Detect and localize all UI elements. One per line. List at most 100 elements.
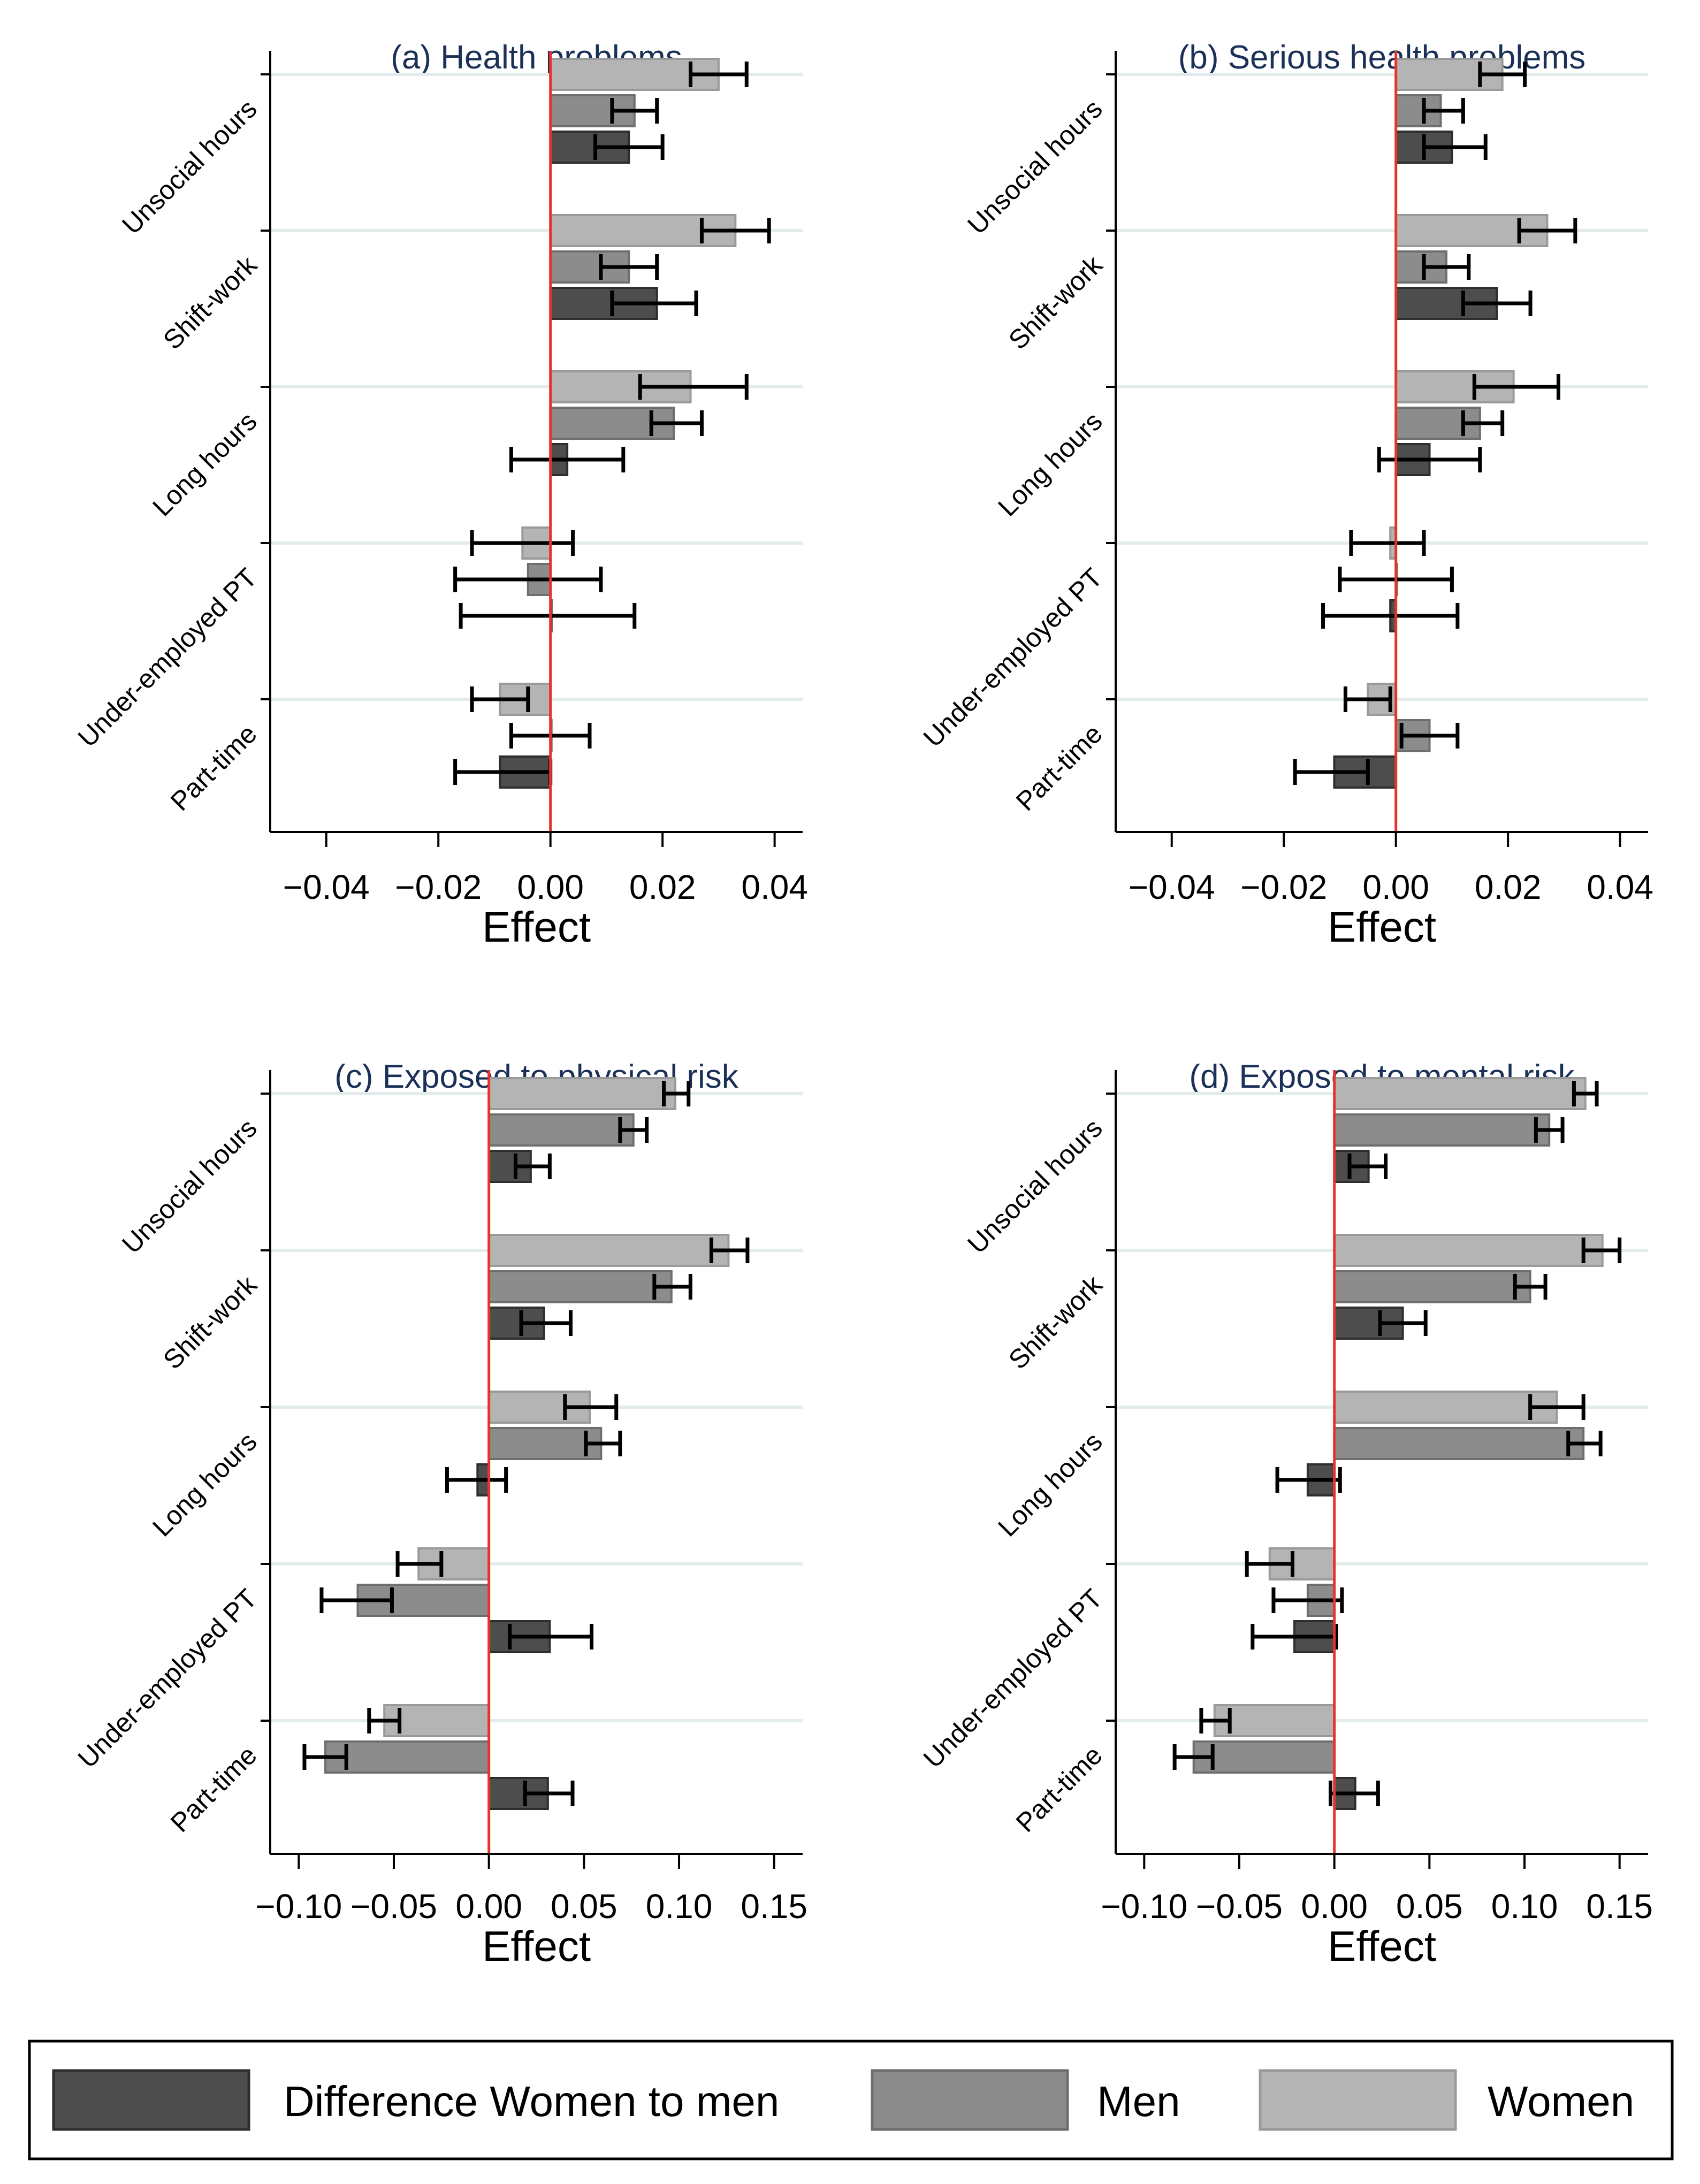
x-tick-label: 0.15 [741, 1887, 807, 1926]
error-bar-difference-women-to-men-part-time [1293, 759, 1370, 785]
x-tick-label: 0.00 [517, 868, 584, 906]
x-tick-label: −0.05 [350, 1887, 437, 1926]
category-label: Shift-work [157, 1269, 263, 1374]
legend-item-women: Women [1259, 2069, 1634, 2131]
error-bar-difference-women-to-men-unsocial-hours [1422, 134, 1488, 160]
category-label: Part-time [1010, 1740, 1108, 1838]
bar-men-part-time [324, 1740, 490, 1774]
category-label: Unsocial hours [962, 1113, 1108, 1259]
error-bar-women-long-hours [1528, 1394, 1585, 1420]
x-tick-label: −0.05 [1196, 1887, 1283, 1926]
error-bar-difference-women-to-men-under-employed-pt [1251, 1624, 1338, 1650]
bar-women-unsocial-hours [487, 1077, 676, 1110]
bar-women-part-time [1213, 1704, 1336, 1737]
error-bar-difference-women-to-men-shift-work [519, 1310, 573, 1336]
error-bar-women-shift-work [709, 1238, 750, 1263]
category-label: Shift-work [157, 249, 263, 355]
category-label: Long hours [992, 1426, 1108, 1542]
error-bar-difference-women-to-men-unsocial-hours [593, 134, 665, 160]
category-label: Part-time [165, 719, 263, 816]
error-bar-women-shift-work [1517, 218, 1577, 243]
error-bar-men-unsocial-hours [618, 1117, 649, 1143]
category-label: Long hours [147, 1426, 263, 1542]
x-tick-label: 0.04 [1587, 868, 1653, 906]
error-bar-women-unsocial-hours [1572, 1081, 1599, 1106]
error-bar-men-part-time [1172, 1744, 1215, 1770]
error-bar-men-part-time [302, 1744, 348, 1770]
legend-item-men: Men [871, 2069, 1180, 2131]
error-bar-men-part-time [1399, 723, 1460, 749]
category-label: Shift-work [1003, 249, 1108, 355]
category-label: Unsocial hours [116, 94, 262, 240]
bar-women-long-hours [1333, 1391, 1558, 1424]
x-tick-label: −0.02 [395, 868, 482, 906]
error-bar-difference-women-to-men-under-employed-pt [508, 1624, 594, 1650]
legend-label: Difference Women to men [284, 2078, 779, 2125]
category-label: Under-employed PT [918, 562, 1108, 753]
legend-label: Men [1097, 2078, 1180, 2125]
error-bar-women-shift-work [699, 218, 771, 243]
error-bar-women-under-employed-pt [1349, 530, 1426, 556]
error-bar-men-unsocial-hours [610, 98, 659, 124]
category-label: Part-time [165, 1740, 263, 1838]
error-bar-men-shift-work [599, 254, 659, 280]
panel-title: (b) Serious health problems [1178, 39, 1586, 76]
error-bar-women-shift-work [1581, 1238, 1622, 1263]
x-tick-label: −0.04 [283, 868, 370, 906]
error-bar-women-under-employed-pt [395, 1551, 444, 1577]
error-bar-men-shift-work [652, 1274, 692, 1300]
category-label: Unsocial hours [962, 94, 1108, 240]
x-tick-label: 0.02 [629, 868, 696, 906]
error-bar-difference-women-to-men-part-time [1329, 1781, 1380, 1806]
legend-swatch [1259, 2069, 1457, 2131]
error-bar-women-part-time [1199, 1708, 1232, 1734]
category-label: Long hours [992, 406, 1108, 522]
legend-swatch [52, 2069, 250, 2131]
error-bar-difference-women-to-men-unsocial-hours [1347, 1154, 1388, 1179]
x-axis-title: Effect [1328, 1922, 1436, 1970]
bar-women-shift-work [487, 1234, 730, 1267]
bar-men-part-time [1192, 1740, 1336, 1774]
error-bar-men-long-hours [649, 410, 704, 436]
error-bar-women-part-time [367, 1708, 402, 1734]
x-tick-label: −0.10 [1101, 1887, 1187, 1926]
error-bar-men-long-hours [584, 1431, 622, 1456]
error-bar-women-long-hours [638, 374, 749, 400]
x-tick-label: 0.00 [455, 1887, 522, 1926]
error-bar-women-part-time [470, 686, 530, 712]
legend: Difference Women to men Men Women [28, 2040, 1674, 2160]
error-bar-difference-women-to-men-long-hours [1275, 1467, 1342, 1493]
error-bar-men-under-employed-pt [453, 567, 603, 592]
error-bar-men-unsocial-hours [1534, 1117, 1565, 1143]
legend-item-difference-women-to-men: Difference Women to men [52, 2069, 779, 2131]
chart-panel-b: (b) Serious health problems Unsocial hour… [918, 39, 1653, 951]
error-bar-difference-women-to-men-shift-work [610, 291, 698, 316]
error-bar-difference-women-to-men-long-hours [445, 1467, 508, 1493]
error-bar-women-unsocial-hours [662, 1081, 691, 1106]
error-bar-difference-women-to-men-shift-work [1378, 1310, 1428, 1336]
error-bar-women-part-time [1343, 686, 1392, 712]
category-label: Long hours [147, 406, 263, 522]
bar-men-unsocial-hours [1333, 1113, 1551, 1147]
x-tick-label: −0.02 [1240, 868, 1327, 906]
x-tick-label: 0.00 [1362, 868, 1429, 906]
bar-men-unsocial-hours [487, 1113, 635, 1147]
x-tick-label: 0.05 [1396, 1887, 1463, 1926]
x-tick-label: 0.05 [551, 1887, 618, 1926]
category-label: Under-employed PT [72, 562, 263, 753]
x-tick-label: 0.04 [741, 868, 808, 906]
category-label: Under-employed PT [918, 1583, 1108, 1774]
error-bar-women-under-employed-pt [470, 530, 575, 556]
error-bar-men-long-hours [1461, 410, 1505, 436]
x-tick-label: 0.10 [646, 1887, 713, 1926]
error-bar-difference-women-to-men-shift-work [1461, 291, 1533, 316]
error-bar-men-long-hours [1566, 1431, 1603, 1456]
category-label: Under-employed PT [72, 1583, 263, 1774]
error-bar-women-long-hours [563, 1394, 619, 1420]
error-bar-men-unsocial-hours [1422, 98, 1465, 124]
error-bar-men-under-employed-pt [1271, 1587, 1344, 1613]
category-label: Shift-work [1003, 1269, 1108, 1374]
